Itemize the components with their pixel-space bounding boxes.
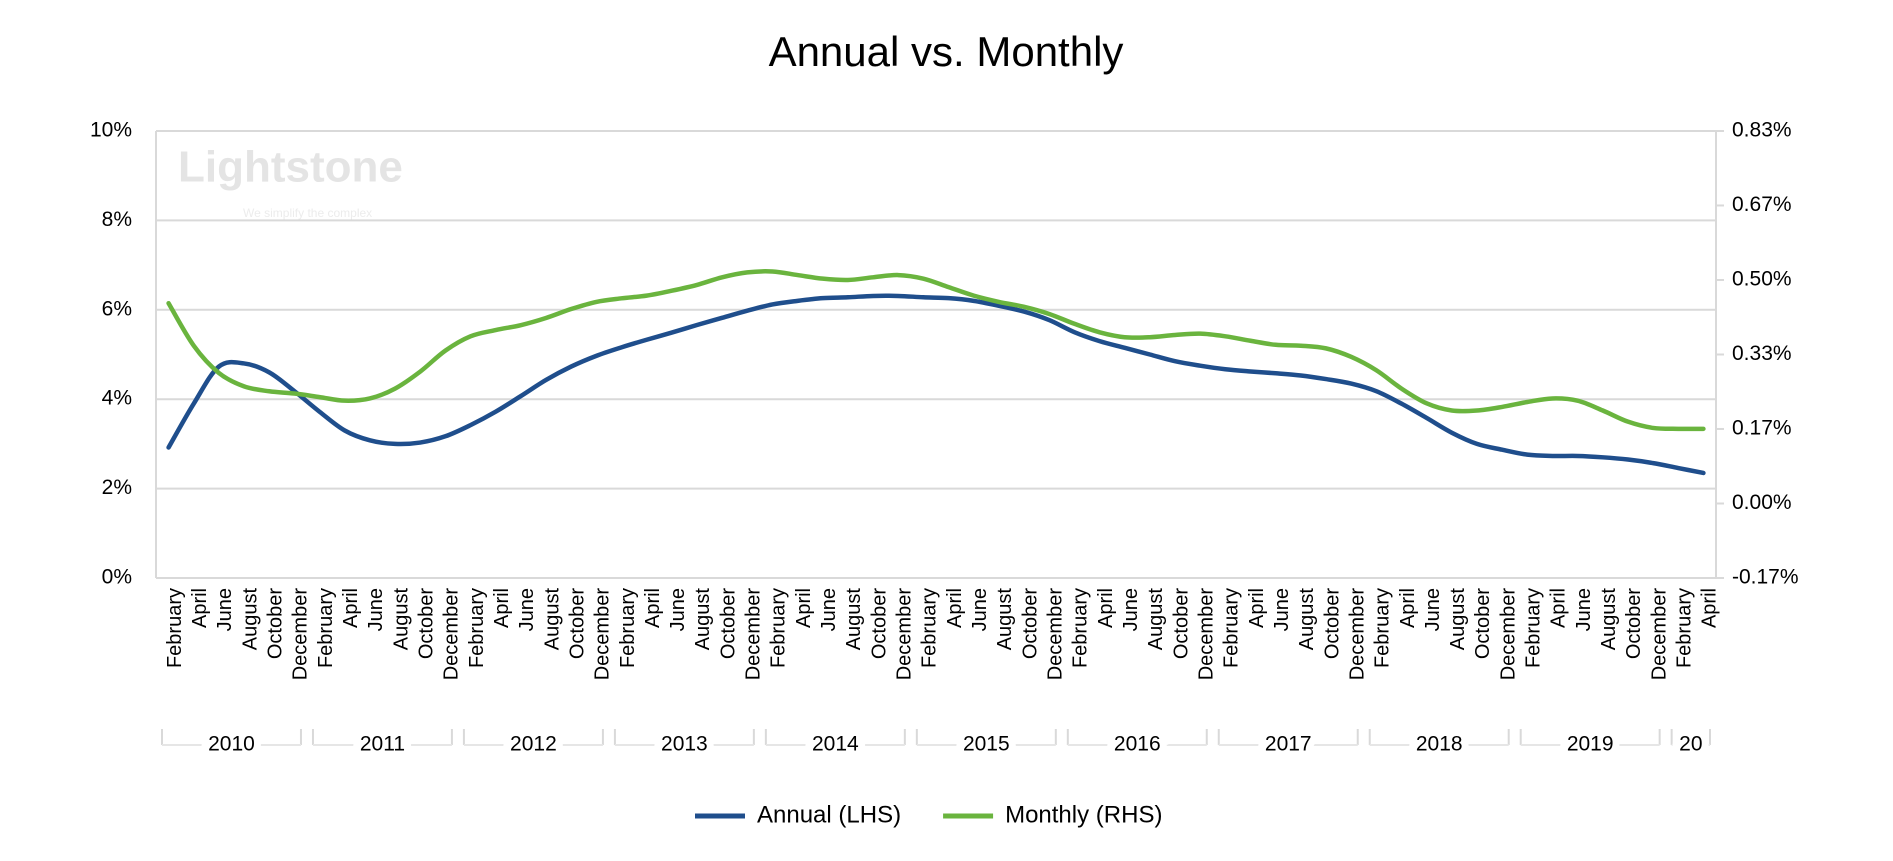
x-tick-label: June [1573, 588, 1595, 631]
x-group-label: 2016 [1114, 733, 1161, 756]
x-tick-label: October [265, 588, 287, 659]
x-tick-label: February [315, 588, 337, 668]
x-tick-label: August [1145, 588, 1167, 651]
x-tick-label: December [592, 588, 614, 681]
x-tick-label: December [1497, 588, 1519, 681]
x-tick-label: April [944, 588, 966, 628]
x-tick-label: October [717, 588, 739, 659]
y-tick-label: 6% [102, 297, 132, 320]
x-tick-label: April [1397, 588, 1419, 628]
x-tick-label: April [1548, 588, 1570, 628]
legend-label: Annual (LHS) [757, 801, 901, 828]
x-tick-label: April [491, 588, 513, 628]
x-tick-label: October [566, 588, 588, 659]
x-tick-label: December [290, 588, 312, 681]
watermark: Lightstone [178, 143, 403, 192]
x-tick-label: April [642, 588, 664, 628]
x-tick-label: August [1296, 588, 1318, 651]
x-tick-label: April [1699, 588, 1721, 628]
x-tick-label: June [969, 588, 991, 631]
x-tick-label: December [441, 588, 463, 681]
y-tick-label: 8% [102, 208, 132, 231]
x-tick-label: February [1372, 588, 1394, 668]
x-group-label: 2012 [510, 733, 557, 756]
x-tick-label: June [818, 588, 840, 631]
x-tick-label: October [868, 588, 890, 659]
y2-tick-label: 0.17% [1732, 417, 1792, 440]
x-tick-label: February [164, 588, 186, 668]
x-tick-label: December [1346, 588, 1368, 681]
x-tick-label: April [793, 588, 815, 628]
y-tick-label: 0% [102, 566, 132, 589]
x-tick-label: April [340, 588, 362, 628]
y2-tick-label: 0.83% [1732, 119, 1792, 142]
line-series [166, 293, 1706, 476]
x-group-label: 2017 [1265, 733, 1312, 756]
x-tick-label: April [1095, 588, 1117, 628]
x-tick-label: October [415, 588, 437, 659]
x-tick-label: June [1422, 588, 1444, 631]
x-group-label: 2010 [208, 733, 255, 756]
x-tick-label: August [994, 588, 1016, 651]
x-tick-label: June [667, 588, 689, 631]
x-tick-label: February [617, 588, 639, 668]
x-tick-label: June [516, 588, 538, 631]
x-tick-label: August [239, 588, 261, 651]
x-group-label: 2019 [1567, 733, 1614, 756]
watermark-tagline: We simplify the complex [243, 206, 372, 220]
x-tick-label: October [1623, 588, 1645, 659]
x-tick-label: February [768, 588, 790, 668]
x-group-label: 2011 [360, 733, 405, 756]
x-tick-label: June [1120, 588, 1142, 631]
x-tick-label: August [692, 588, 714, 651]
x-group-label: 2013 [661, 733, 708, 756]
y2-tick-label: 0.33% [1732, 342, 1792, 365]
x-tick-label: April [1246, 588, 1268, 628]
x-tick-label: December [1195, 588, 1217, 681]
x-group-label: 2014 [812, 733, 859, 756]
x-tick-label: February [1674, 588, 1696, 668]
x-tick-label: August [541, 588, 563, 651]
x-group-label: 2018 [1416, 733, 1463, 756]
x-group-label: 20 [1679, 733, 1702, 756]
x-tick-label: August [1598, 588, 1620, 651]
y2-tick-label: 0.67% [1732, 193, 1792, 216]
x-tick-label: October [1019, 588, 1041, 659]
x-tick-label: December [743, 588, 765, 681]
x-group-label: 2015 [963, 733, 1010, 756]
x-tick-label: October [1170, 588, 1192, 659]
y-tick-label: 10% [90, 119, 132, 142]
x-tick-label: December [1648, 588, 1670, 681]
x-tick-label: June [1271, 588, 1293, 631]
legend-label: Monthly (RHS) [1005, 801, 1162, 828]
x-tick-label: April [189, 588, 211, 628]
x-tick-label: February [466, 588, 488, 668]
x-tick-label: August [1447, 588, 1469, 651]
x-tick-label: June [214, 588, 236, 631]
x-tick-label: August [390, 588, 412, 651]
x-tick-label: October [1321, 588, 1343, 659]
x-tick-label: February [1070, 588, 1092, 668]
x-tick-label: June [365, 588, 387, 631]
x-tick-label: December [894, 588, 916, 681]
y2-tick-label: 0.50% [1732, 268, 1792, 291]
y-tick-label: 2% [102, 476, 132, 499]
line-series [166, 269, 1706, 432]
x-tick-label: February [1523, 588, 1545, 668]
chart-title: Annual vs. Monthly [769, 28, 1124, 75]
x-tick-label: February [1221, 588, 1243, 668]
y-tick-label: 4% [102, 387, 132, 410]
x-tick-label: February [919, 588, 941, 668]
y2-tick-label: 0.00% [1732, 491, 1792, 514]
x-tick-label: December [1045, 588, 1067, 681]
x-tick-label: October [1472, 588, 1494, 659]
x-tick-label: August [843, 588, 865, 651]
y2-tick-label: -0.17% [1732, 566, 1799, 589]
